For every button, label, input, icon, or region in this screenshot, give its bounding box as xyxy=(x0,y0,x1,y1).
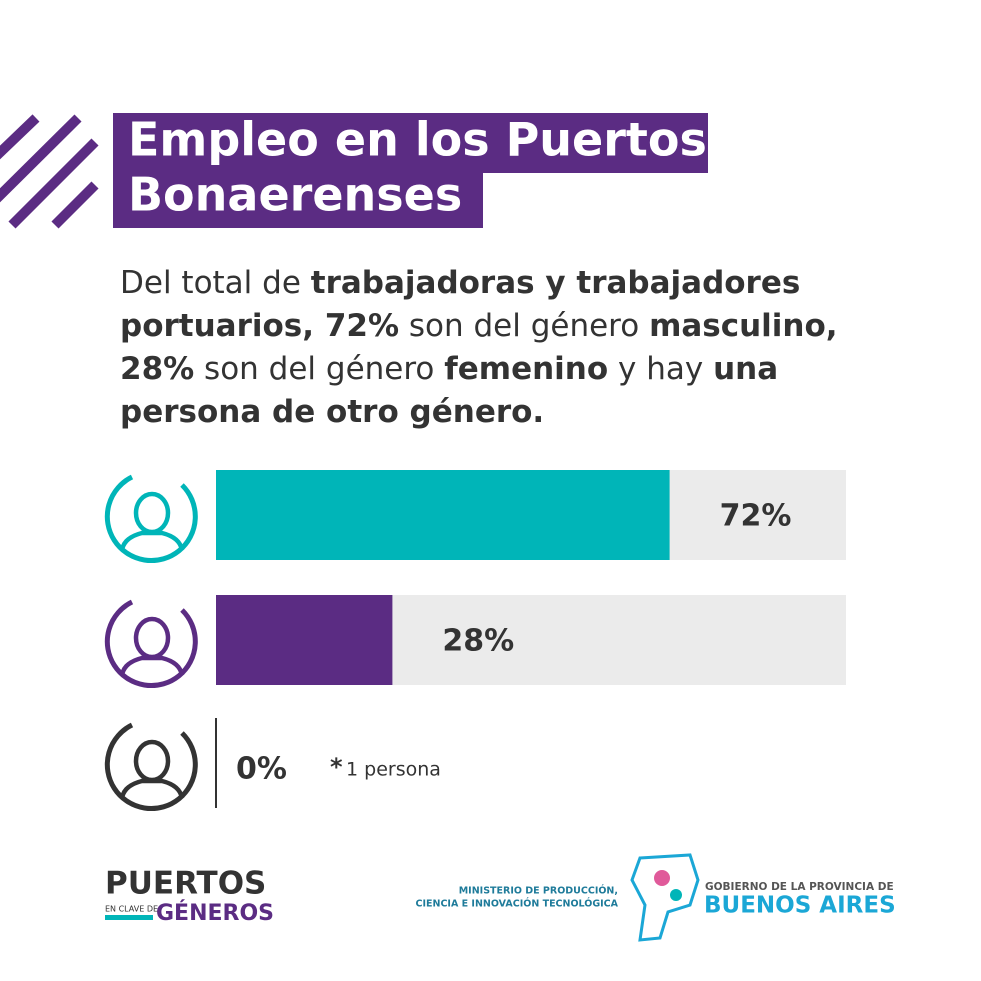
map-logo xyxy=(670,889,682,901)
subtitle-text: trabajadoras y trabajadores portuarios, … xyxy=(120,265,801,344)
subtitle-text: son del género xyxy=(194,351,445,387)
gov: BUENOS AIRES xyxy=(704,893,896,919)
subtitle-text: una persona de otro género. xyxy=(120,351,779,430)
subtitle-text: y hay xyxy=(608,351,714,387)
subtitle-text: masculino, 28% xyxy=(120,308,838,387)
stripes xyxy=(0,114,99,229)
brand-line xyxy=(105,915,153,920)
ministry: CIENCIA E INNOVACIÓN TECNOLÓGICA xyxy=(416,898,619,910)
brand-small: EN CLAVE DE xyxy=(105,905,158,914)
subtitle-text: Del total de xyxy=(120,265,311,301)
footer: PUERTOS EN CLAVE DE GÉNEROS MINISTERIO D… xyxy=(105,853,896,942)
icon-ring xyxy=(104,474,198,564)
title: Bonaerenses xyxy=(128,168,462,222)
icon-body xyxy=(119,778,185,799)
brand: PUERTOS xyxy=(105,866,266,902)
icon-ring xyxy=(104,722,198,812)
brand: GÉNEROS xyxy=(156,900,274,926)
value-label: 0% xyxy=(236,752,287,787)
icon-body xyxy=(119,530,185,551)
icon-head xyxy=(133,491,171,535)
subtitle-text: son del género xyxy=(399,308,650,344)
value-label: 28% xyxy=(442,624,514,659)
title-box xyxy=(113,170,483,228)
icon-head xyxy=(133,616,171,660)
annotation: 1 persona xyxy=(346,759,441,781)
icon-head xyxy=(133,739,171,783)
ministry: MINISTERIO DE PRODUCCIÓN, xyxy=(459,885,618,897)
bar xyxy=(216,595,393,685)
title-box xyxy=(113,113,708,173)
gov: GOBIERNO DE LA PROVINCIA DE xyxy=(705,881,894,893)
subtitle-text: femenino xyxy=(444,351,609,387)
subtitle: Del total de trabajadoras y trabajadores… xyxy=(120,262,860,434)
icon-body xyxy=(119,655,185,676)
map-logo xyxy=(654,870,670,886)
value-label: 72% xyxy=(720,499,792,534)
title: Empleo en los Puertos xyxy=(128,113,707,167)
annotation-marker: * xyxy=(330,753,343,781)
icon-ring xyxy=(104,599,198,689)
map-logo xyxy=(630,853,700,942)
bar xyxy=(216,470,670,560)
